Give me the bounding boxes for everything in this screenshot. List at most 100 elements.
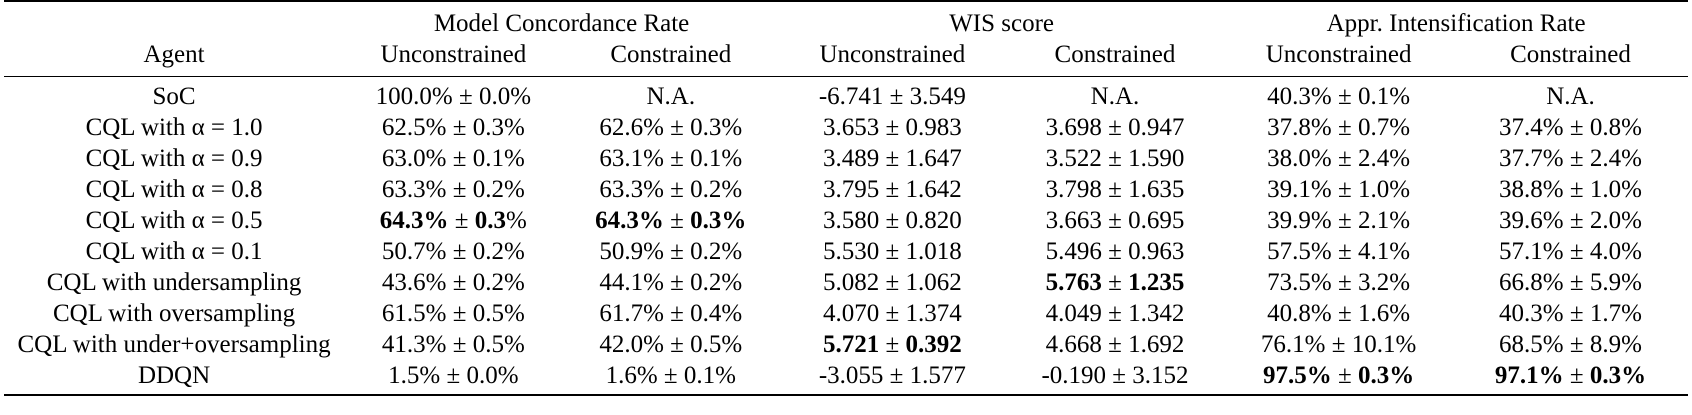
table-cell: 66.8% ± 5.9% xyxy=(1453,267,1688,298)
plus-minus: ± xyxy=(879,300,906,327)
cell-mean: N.A. xyxy=(646,83,696,110)
table-cell: 5.530 ± 1.018 xyxy=(779,236,1006,267)
cell-mean: 39.6% xyxy=(1499,207,1564,234)
cell-mean: -0.190 xyxy=(1041,362,1107,389)
cell-std: 1.062 xyxy=(905,269,962,296)
cell-mean: 37.8% xyxy=(1267,114,1332,141)
table-row: CQL with undersampling 43.6% ± 0.2% 44.1% … xyxy=(4,267,1688,298)
table-cell: 3.663 ± 0.695 xyxy=(1006,205,1225,236)
plus-minus: ± xyxy=(446,238,473,265)
plus-minus: ± xyxy=(663,207,691,234)
cell-mean: 50.7% xyxy=(381,238,447,265)
cell-std: 0.2% xyxy=(472,269,525,296)
table-row: DDQN 1.5% ± 0.0% 1.6% ± 0.1% -3.055 ± 1.577… xyxy=(4,360,1688,395)
plus-minus: ± xyxy=(446,331,473,358)
table-cell: 39.1% ± 1.0% xyxy=(1224,174,1453,205)
plus-minus: ± xyxy=(1325,331,1352,358)
table-cell: 3.653 ± 0.983 xyxy=(779,112,1006,143)
cell-mean: 3.663 xyxy=(1045,207,1102,234)
cell-std: 2.4% xyxy=(1589,145,1642,172)
table-cell: 40.8% ± 1.6% xyxy=(1224,298,1453,329)
cell-mean: 68.5% xyxy=(1499,331,1564,358)
cell-std: 1.018 xyxy=(905,238,962,265)
results-table: Model Concordance Rate WIS score Appr. I… xyxy=(4,0,1688,396)
cell-std: 1.6% xyxy=(1357,300,1411,327)
cell-std: 4.0% xyxy=(1589,238,1642,265)
table-cell: 64.3% ± 0.3% xyxy=(344,205,562,236)
cell-mean: 44.1% xyxy=(599,269,664,296)
table-cell: 73.5% ± 3.2% xyxy=(1224,267,1453,298)
cell-mean: 57.1% xyxy=(1499,238,1564,265)
table-cell: 4.070 ± 1.374 xyxy=(779,298,1006,329)
cell-mean: 3.698 xyxy=(1045,114,1102,141)
cell-mean: 4.070 xyxy=(822,300,880,327)
cell-std: 3.152 xyxy=(1132,362,1189,389)
table-cell: N.A. xyxy=(563,77,779,113)
table-row: CQL with α = 0.1 50.7% ± 0.2% 50.9% ± 0.2%… xyxy=(4,236,1688,267)
cell-mean: 37.4% xyxy=(1499,114,1564,141)
cell-std: 0.5% xyxy=(472,331,525,358)
cell-mean: 63.3% xyxy=(599,176,664,203)
cell-std: 0.983 xyxy=(905,114,962,141)
cell-mean: 38.8% xyxy=(1499,176,1564,203)
cell-mean: 63.3% xyxy=(381,176,447,203)
cell-std: 0.4% xyxy=(690,300,743,327)
cell-std: 1.647 xyxy=(905,145,962,172)
table-row: CQL with α = 0.9 63.0% ± 0.1% 63.1% ± 0.1%… xyxy=(4,143,1688,174)
plus-minus: ± xyxy=(657,362,684,389)
cell-mean: 3.653 xyxy=(822,114,880,141)
cell-mean: 41.3% xyxy=(381,331,447,358)
sub-header: Unconstrained xyxy=(819,41,966,68)
table-cell: 44.1% ± 0.2% xyxy=(563,267,779,298)
cell-std: 0.0% xyxy=(478,83,532,110)
plus-minus: ± xyxy=(1101,207,1129,234)
plus-minus: ± xyxy=(1331,114,1358,141)
cell-mean: 3.795 xyxy=(822,176,880,203)
plus-minus: ± xyxy=(1101,176,1129,203)
plus-minus: ± xyxy=(1331,176,1358,203)
agent-name: CQL with undersampling xyxy=(46,269,302,296)
plus-minus: ± xyxy=(1563,300,1590,327)
cell-mean: 1.5% xyxy=(388,362,441,389)
cell-mean: 50.9% xyxy=(599,238,664,265)
plus-minus: ± xyxy=(663,145,691,172)
plus-minus: ± xyxy=(1101,114,1129,141)
plus-minus: ± xyxy=(1331,300,1358,327)
cell-std: 0.1% xyxy=(690,145,743,172)
cell-std: 0.3 xyxy=(474,207,507,234)
table-cell: 5.763 ± 1.235 xyxy=(1006,267,1225,298)
table-cell: 97.1% ± 0.3% xyxy=(1453,360,1688,395)
cell-std: 0.1% xyxy=(1357,83,1411,110)
table-row: CQL with oversampling 61.5% ± 0.5% 61.7% ±… xyxy=(4,298,1688,329)
table-cell: 3.522 ± 1.590 xyxy=(1006,143,1225,174)
cell-std: 1.342 xyxy=(1128,300,1185,327)
table-cell: 62.6% ± 0.3% xyxy=(563,112,779,143)
cell-mean: 40.3% xyxy=(1499,300,1564,327)
table-cell: 1.5% ± 0.0% xyxy=(344,360,562,395)
table-cell: 38.8% ± 1.0% xyxy=(1453,174,1688,205)
plus-minus: ± xyxy=(446,114,473,141)
cell-mean: 63.0% xyxy=(381,145,447,172)
table-cell: 3.798 ± 1.635 xyxy=(1006,174,1225,205)
plus-minus: ± xyxy=(879,145,906,172)
cell-mean: 5.530 xyxy=(822,238,880,265)
table-cell: 100.0% ± 0.0% xyxy=(344,77,562,113)
cell-mean: 39.1% xyxy=(1267,176,1332,203)
plus-minus: ± xyxy=(663,331,691,358)
cell-mean: 39.9% xyxy=(1267,207,1332,234)
plus-minus: ± xyxy=(1563,331,1590,358)
cell-std: 0.8% xyxy=(1589,114,1642,141)
cell-std: 0.3% xyxy=(690,114,743,141)
cell-std: 10.1% xyxy=(1351,331,1417,358)
cell-mean: 97.1% xyxy=(1494,362,1564,389)
plus-minus: ± xyxy=(446,269,473,296)
agent-name: CQL with α = 0.8 xyxy=(85,176,263,203)
cell-std: 4.1% xyxy=(1357,238,1411,265)
cell-mean: 1.6% xyxy=(605,362,658,389)
cell-std: 0.0% xyxy=(466,362,519,389)
table-cell: 57.5% ± 4.1% xyxy=(1224,236,1453,267)
table-cell: 63.1% ± 0.1% xyxy=(563,143,779,174)
agent-name: SoC xyxy=(152,83,196,110)
plus-minus: ± xyxy=(879,114,906,141)
cell-mean: 43.6% xyxy=(381,269,447,296)
